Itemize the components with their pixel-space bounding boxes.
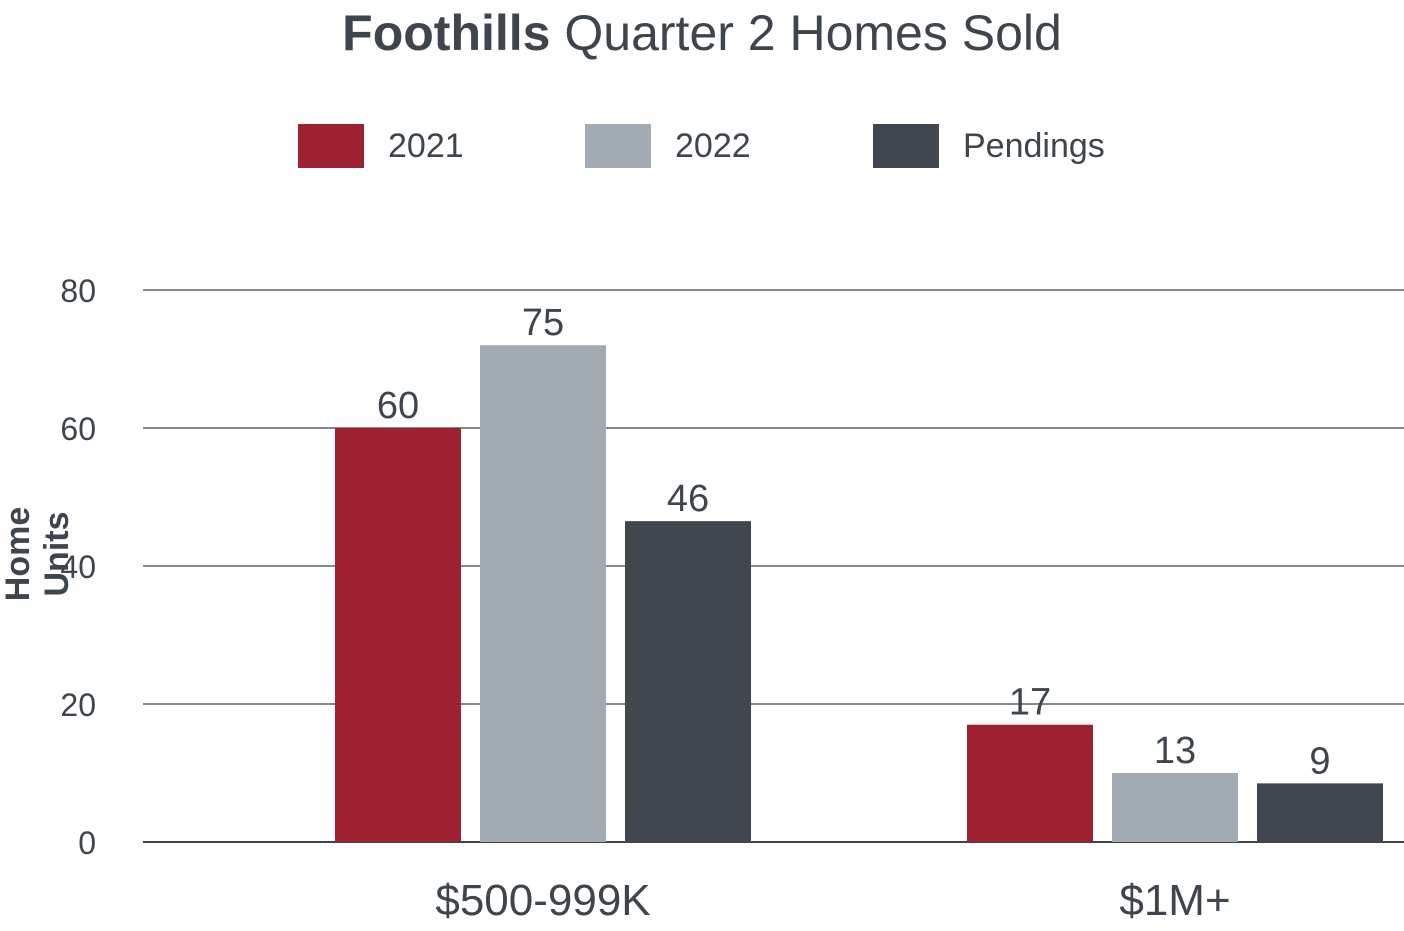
- data-label-pendings-0: 46: [667, 478, 709, 520]
- data-label-2021-0: 60: [377, 385, 419, 427]
- data-label-2021-1: 17: [1009, 682, 1051, 724]
- x-category-label-1: $1M+: [1119, 876, 1230, 925]
- legend-item-2022: 2022: [585, 123, 751, 169]
- y-tick-label-60: 60: [60, 411, 96, 447]
- bar-2022-1: [1112, 773, 1238, 842]
- data-label-pendings-1: 9: [1309, 740, 1330, 782]
- data-label-2022-1: 13: [1154, 730, 1196, 772]
- legend-label-2021: 2021: [388, 126, 464, 165]
- chart-title: Foothills Quarter 2 Homes Sold: [0, 4, 1404, 62]
- legend-swatch-2021: [298, 124, 364, 168]
- legend-swatch-2022: [585, 124, 651, 168]
- y-tick-label-80: 80: [60, 273, 96, 309]
- y-tick-label-0: 0: [78, 825, 96, 861]
- y-tick-label-20: 20: [60, 687, 96, 723]
- bar-pendings-0: [625, 521, 751, 842]
- legend-label-pendings: Pendings: [963, 126, 1105, 165]
- chart-title-bold: Foothills: [342, 5, 551, 61]
- bar-2021-1: [967, 724, 1093, 842]
- data-label-2022-0: 75: [522, 302, 564, 344]
- bar-2021-0: [335, 428, 461, 842]
- legend-label-2022: 2022: [675, 126, 751, 165]
- legend-swatch-pendings: [873, 124, 939, 168]
- chart-title-rest: Quarter 2 Homes Sold: [564, 5, 1062, 61]
- legend-item-2021: 2021: [298, 123, 464, 169]
- bar-2022-0: [480, 345, 606, 842]
- y-tick-label-40: 40: [60, 549, 96, 585]
- legend-item-pendings: Pendings: [873, 123, 1105, 169]
- bar-pendings-1: [1257, 783, 1383, 842]
- x-category-label-0: $500-999K: [435, 876, 650, 925]
